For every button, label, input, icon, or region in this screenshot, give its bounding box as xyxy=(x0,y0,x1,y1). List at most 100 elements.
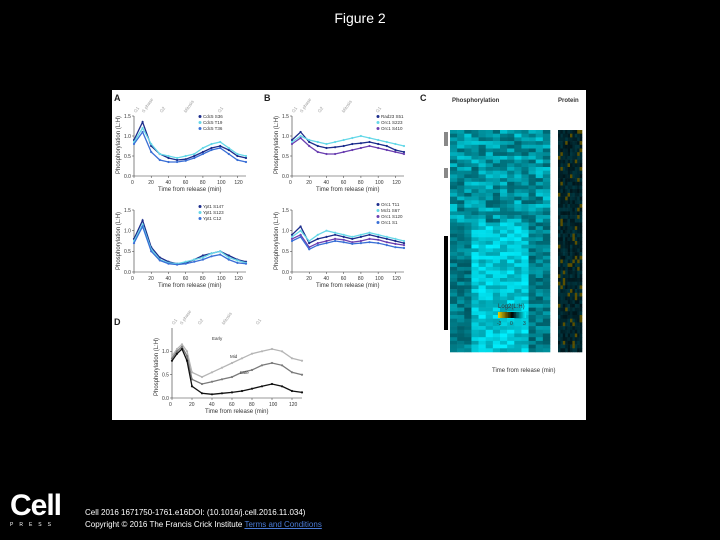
heatmap-cell xyxy=(464,244,472,249)
heatmap-cell xyxy=(450,303,458,308)
heatmap-cell xyxy=(500,226,508,231)
heatmap-cell xyxy=(485,259,494,264)
protein-cell xyxy=(558,133,561,138)
heatmap-cell xyxy=(542,248,551,253)
heatmap-cell xyxy=(535,329,544,334)
protein-cell xyxy=(572,170,576,175)
heatmap-cell xyxy=(521,189,529,194)
heatmap-cell xyxy=(514,196,522,201)
heatmap-cell xyxy=(478,189,487,194)
protein-cell xyxy=(567,159,571,164)
heatmap-cell xyxy=(457,207,465,212)
heatmap-cell xyxy=(492,285,501,290)
data-point xyxy=(158,152,161,156)
heatmap-cell xyxy=(528,133,537,138)
terms-link[interactable]: Terms and Conditions xyxy=(244,520,322,529)
heatmap-cell xyxy=(535,300,544,305)
data-point xyxy=(299,229,302,232)
heatmap-cell xyxy=(478,263,487,268)
data-point xyxy=(334,237,337,240)
heatmap-cell xyxy=(535,218,544,223)
y-tick-label: 1.0 xyxy=(282,228,289,234)
data-point xyxy=(227,258,230,261)
heatmap-cell xyxy=(535,237,544,242)
protein-cell xyxy=(565,340,568,345)
protein-cell xyxy=(574,318,578,323)
protein-cell xyxy=(570,211,573,216)
heatmap-cell xyxy=(471,196,479,201)
protein-cell xyxy=(574,148,578,153)
heatmap-cell xyxy=(492,226,501,231)
series-line xyxy=(171,347,303,395)
protein-cell xyxy=(565,248,568,253)
heatmap-cell xyxy=(521,226,529,231)
data-point xyxy=(280,385,284,388)
heatmap-cell xyxy=(471,204,479,208)
x-tick-label: 0 xyxy=(131,276,134,282)
protein-cell xyxy=(579,278,583,282)
protein-cell xyxy=(562,315,566,319)
heatmap-cell xyxy=(464,141,472,146)
heatmap-cell xyxy=(528,204,537,208)
heatmap-cell xyxy=(500,130,508,134)
heatmap-cell xyxy=(500,241,508,245)
heatmap-cell xyxy=(528,337,537,342)
data-point xyxy=(316,233,319,236)
heatmap-cell xyxy=(457,289,465,294)
protein-cell xyxy=(574,174,578,179)
data-point xyxy=(308,138,311,142)
heatmap-cell xyxy=(535,178,544,183)
protein-cell xyxy=(579,274,583,279)
heatmap-cell xyxy=(464,259,472,264)
heatmap-cell xyxy=(485,278,494,282)
heatmap-cell xyxy=(535,263,544,268)
protein-cell xyxy=(560,241,564,245)
data-point xyxy=(141,126,144,130)
protein-cell xyxy=(567,130,571,134)
heatmap-cell xyxy=(507,163,515,168)
heatmap-cell xyxy=(521,159,529,164)
series-line xyxy=(291,225,405,244)
heatmap-cell xyxy=(457,322,465,327)
protein-cell xyxy=(558,318,561,323)
heatmap-cell xyxy=(528,148,537,153)
heatmap-cell xyxy=(535,296,544,301)
heatmap-cell xyxy=(500,148,508,153)
data-point xyxy=(342,144,345,148)
heatmap-cell xyxy=(507,181,515,186)
protein-cell xyxy=(572,178,576,183)
heatmap-cell xyxy=(450,192,458,197)
protein-cell xyxy=(572,222,576,227)
heatmap-cell xyxy=(521,322,529,327)
heatmap-cell xyxy=(514,215,522,220)
protein-cell xyxy=(579,248,583,253)
protein-cell xyxy=(572,311,576,316)
heatmap-cell xyxy=(492,185,501,190)
heatmap-cell xyxy=(464,174,472,179)
protein-cell xyxy=(565,159,568,164)
protein-cell xyxy=(574,226,578,231)
heatmap-cell xyxy=(485,152,494,157)
data-point xyxy=(236,259,239,262)
protein-cell xyxy=(560,170,564,175)
protein-cell xyxy=(574,270,578,275)
heatmap-cell xyxy=(542,237,551,242)
protein-cell xyxy=(577,311,580,316)
protein-cell xyxy=(572,285,576,290)
protein-cell xyxy=(558,192,561,197)
protein-cell xyxy=(558,333,561,338)
protein-cell xyxy=(560,348,564,353)
data-point xyxy=(402,150,406,154)
heatmap-cell xyxy=(521,326,529,331)
heatmap-cell xyxy=(478,170,487,175)
protein-cell xyxy=(565,229,568,234)
heatmap-cell xyxy=(450,259,458,264)
protein-cell xyxy=(560,192,564,197)
heatmap-cell xyxy=(542,229,551,234)
protein-cell xyxy=(572,237,576,242)
heatmap-cell xyxy=(485,148,494,153)
phase-label: Mitosis xyxy=(221,311,234,326)
protein-cell xyxy=(577,159,580,164)
heatmap-cell xyxy=(535,196,544,201)
